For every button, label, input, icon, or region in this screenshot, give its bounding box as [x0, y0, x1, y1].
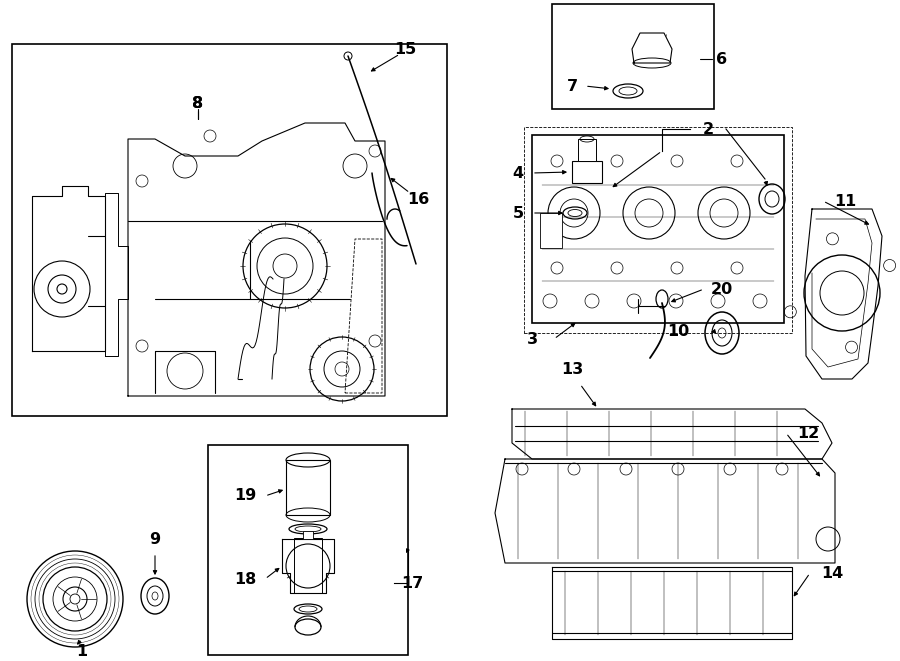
Text: 17: 17 [400, 576, 423, 590]
Bar [208, 445, 408, 655]
Bar [286, 460, 330, 515]
Bar [578, 139, 596, 161]
Bar [572, 161, 602, 183]
Polygon shape [495, 459, 835, 563]
Text: 1: 1 [76, 644, 87, 658]
Text: 19: 19 [234, 488, 256, 504]
Text: 4: 4 [512, 165, 524, 180]
Text: 14: 14 [821, 566, 843, 580]
Polygon shape [552, 567, 792, 639]
Polygon shape [512, 409, 832, 459]
Text: 3: 3 [526, 332, 537, 346]
Bar [12, 44, 447, 416]
Bar [303, 531, 313, 539]
Text: 11: 11 [834, 194, 856, 208]
Text: 8: 8 [193, 95, 203, 110]
Text: 7: 7 [566, 79, 578, 93]
Polygon shape [128, 123, 385, 396]
Text: 8: 8 [193, 95, 203, 110]
Bar [540, 213, 562, 248]
Text: 9: 9 [149, 531, 160, 547]
Polygon shape [805, 209, 882, 379]
Polygon shape [32, 186, 105, 351]
Text: 20: 20 [711, 282, 733, 297]
Polygon shape [282, 539, 334, 593]
Text: 2: 2 [702, 122, 714, 137]
Text: 16: 16 [407, 192, 429, 206]
Text: 6: 6 [716, 52, 727, 67]
Bar [524, 127, 792, 333]
Text: 15: 15 [394, 42, 416, 56]
Polygon shape [632, 33, 672, 63]
Text: 13: 13 [561, 362, 583, 377]
Bar [532, 135, 784, 323]
Bar [294, 538, 322, 593]
Text: 10: 10 [667, 323, 689, 338]
Bar [552, 4, 714, 109]
Text: 12: 12 [796, 426, 819, 440]
Text: 5: 5 [512, 206, 524, 221]
Text: 18: 18 [234, 572, 256, 586]
